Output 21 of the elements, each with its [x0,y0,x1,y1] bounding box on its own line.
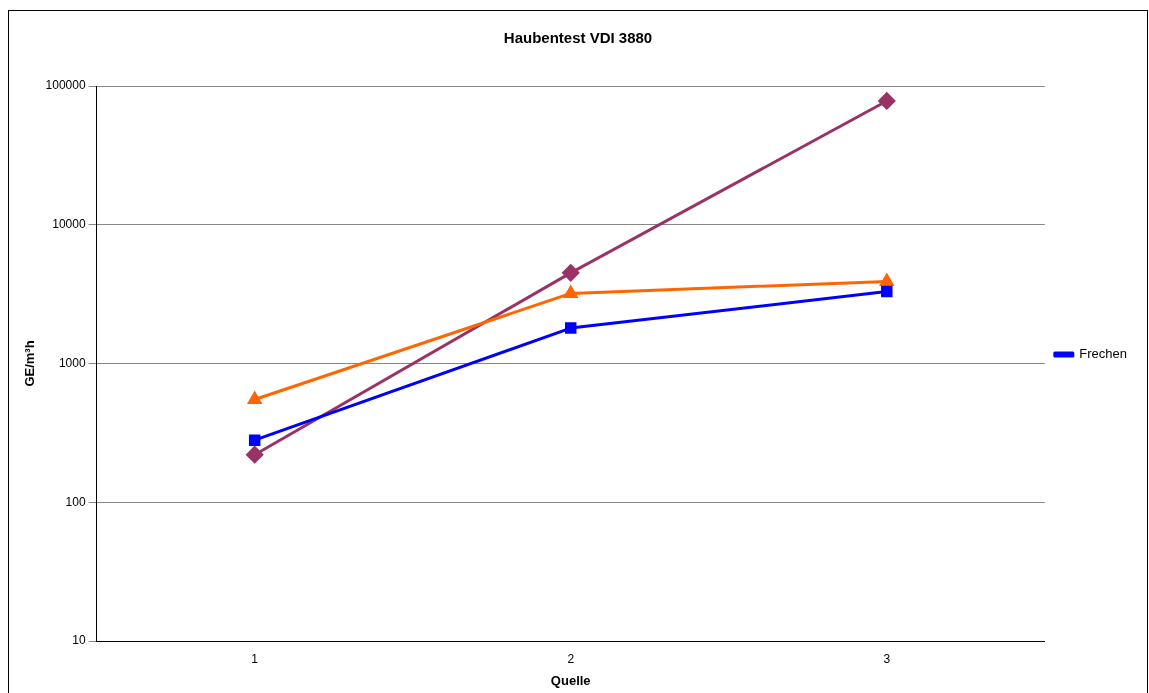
point [564,285,578,298]
y-tick-label: 100 [65,494,86,509]
y-tick-label: 10 [72,633,86,648]
chart-title: Haubentest VDI 3880 [503,29,653,47]
point [562,264,580,282]
x-axis-title: Quelle [550,672,591,688]
x-tick-label: 2 [567,651,575,666]
point [564,322,577,334]
legend-label: Frechen [1079,346,1128,362]
point [247,392,262,405]
point [880,273,894,286]
point [881,285,893,298]
y-tick-label: 10000 [52,217,86,232]
y-tick-label: 100000 [45,78,86,93]
point [248,434,261,446]
x-tick-label: 1 [251,651,259,666]
y-tick-label: 1000 [58,355,86,370]
y-axis-title: GE/m³h [22,340,38,387]
point [878,92,896,110]
x-tick-label: 3 [883,651,891,666]
point [246,446,264,464]
